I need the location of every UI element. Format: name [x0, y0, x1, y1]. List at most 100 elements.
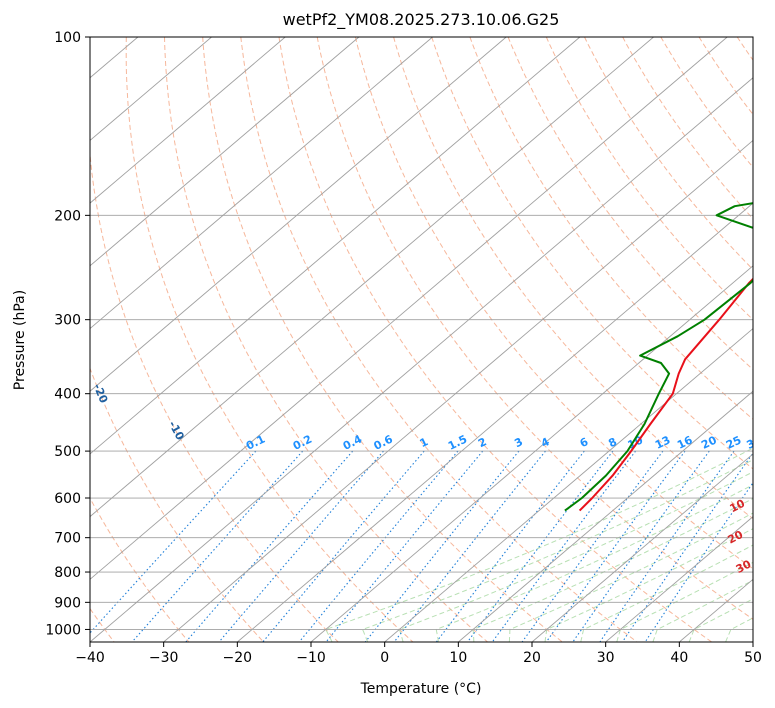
mixing-ratio-label: 13: [653, 433, 672, 451]
moist-adiabat: [435, 484, 753, 642]
x-axis-label: Temperature (°C): [360, 681, 482, 697]
x-axis: −40 −30 −20 −10 0 10 20 30 40 50: [75, 642, 762, 666]
chart-title: wetPf2_YM08.2025.273.10.06.G25: [283, 10, 560, 30]
mixing-ratio-label: 3: [512, 435, 525, 450]
mixing-ratio-label: 25: [724, 433, 743, 451]
mixing-ratio-line: [364, 450, 520, 642]
x-tick-label: −10: [296, 650, 326, 666]
dry-adiabat: [90, 497, 190, 642]
moist-adiabat: [508, 512, 753, 642]
isotherm: [90, 37, 212, 142]
dry-adiabat: [507, 37, 753, 371]
moist-adiabat: [762, 37, 775, 642]
moist-adiabat: [544, 528, 753, 642]
y-tick-label: 100: [54, 30, 81, 46]
x-tick-label: 30: [597, 650, 615, 666]
mixing-ratio-line: [298, 450, 459, 642]
y-tick-label: 700: [54, 531, 81, 547]
isotherm: [90, 37, 507, 392]
isotherm: [90, 77, 753, 642]
mixing-ratio-label: 6: [578, 435, 591, 450]
y-tick-label: 200: [54, 208, 81, 224]
mixing-ratio-line: [131, 450, 304, 642]
mixing-ratio-line: [218, 450, 384, 642]
dry-adiabat: [125, 37, 414, 642]
mixing-ratio-label: 30: [745, 433, 765, 452]
mixing-ratio-line: [435, 450, 585, 642]
y-tick-label: 400: [54, 387, 81, 403]
isotherm: [605, 516, 753, 642]
y-tick-label: 1000: [45, 622, 81, 638]
mixing-ratio-label: 0.6: [372, 432, 396, 452]
isotherm: [90, 37, 286, 204]
mixing-ratio-line: [644, 481, 753, 642]
mixing-ratio-line: [521, 450, 664, 642]
mixing-ratio-label: 0.2: [291, 433, 314, 453]
dry-adiabat: [90, 149, 339, 642]
mixing-ratio-line: [599, 450, 735, 642]
isotherm: [90, 37, 728, 580]
isotherm: [90, 37, 581, 455]
dry-adiabat: [660, 37, 753, 169]
dry-adiabat-label: -10: [166, 419, 187, 443]
isotherm: [237, 202, 753, 642]
dry-adiabat: [584, 37, 753, 271]
mixing-ratio-label: 8: [606, 435, 619, 450]
y-axis: 100 200 300 400 500 600 700 800 900 1000: [45, 30, 90, 638]
x-tick-label: 10: [449, 650, 467, 666]
background-lines: [0, 37, 775, 642]
dry-adiabat: [164, 37, 488, 642]
dry-adiabat: [316, 37, 753, 620]
dry-adiabat: [393, 37, 753, 520]
moist-adiabat: [725, 617, 753, 642]
dry-adiabat: [431, 37, 753, 470]
isotherm: [531, 453, 753, 642]
moist-adiabat-label: 20: [726, 528, 746, 547]
y-tick-label: 300: [54, 313, 81, 329]
mixing-ratio-line: [621, 452, 753, 642]
isotherm: [90, 37, 433, 330]
moist-adiabat: [398, 471, 753, 642]
y-tick-label: 500: [54, 444, 81, 460]
mixing-ratio-label: 1: [418, 435, 431, 450]
moist-adiabat: [580, 544, 753, 642]
x-tick-label: 50: [744, 650, 762, 666]
isotherm: [163, 139, 753, 642]
mixing-ratio-line: [185, 450, 354, 642]
y-tick-label: 600: [54, 491, 81, 507]
moist-adiabat: [361, 459, 753, 642]
moist-adiabat-label: 30: [734, 557, 754, 576]
moist-adiabat-label: 10: [728, 497, 748, 516]
dry-adiabat: [698, 37, 753, 116]
isotherm: [752, 641, 753, 642]
moist-adiabat-label: 0: [754, 460, 767, 475]
mixing-ratio-label: 1.5: [446, 433, 469, 453]
isotherm: [0, 37, 64, 642]
mixing-ratio-label: 16: [675, 433, 695, 452]
isotherm: [384, 327, 753, 642]
mixing-ratio-line: [262, 450, 425, 642]
mixing-ratio-label: 36: [765, 433, 775, 452]
x-tick-label: −30: [149, 650, 179, 666]
y-tick-label: 900: [54, 595, 81, 611]
y-axis-label: Pressure (hPa): [12, 290, 28, 390]
mixing-ratio-line: [393, 450, 546, 642]
dry-adiabat: [90, 366, 264, 642]
mixing-ratio-label: 20: [699, 433, 719, 452]
moist-adiabat: [325, 447, 753, 642]
x-tick-label: 40: [670, 650, 688, 666]
mixing-ratio-line: [90, 450, 257, 634]
dry-adiabat-label: -20: [91, 382, 111, 406]
plot-frame: [89, 36, 754, 643]
x-tick-label: 0: [380, 650, 389, 666]
x-tick-label: −20: [223, 650, 253, 666]
x-tick-label: 20: [523, 650, 541, 666]
dewpoint-line: [564, 202, 753, 512]
isopleth-labels: -100-90-80-70-60-50-40-30-20-10010203040…: [91, 382, 775, 603]
temperature-line: [578, 277, 753, 512]
dry-adiabat: [736, 37, 753, 61]
dry-adiabat: [622, 37, 753, 220]
dry-adiabat: [240, 37, 638, 642]
mixing-ratio-line: [325, 450, 484, 642]
